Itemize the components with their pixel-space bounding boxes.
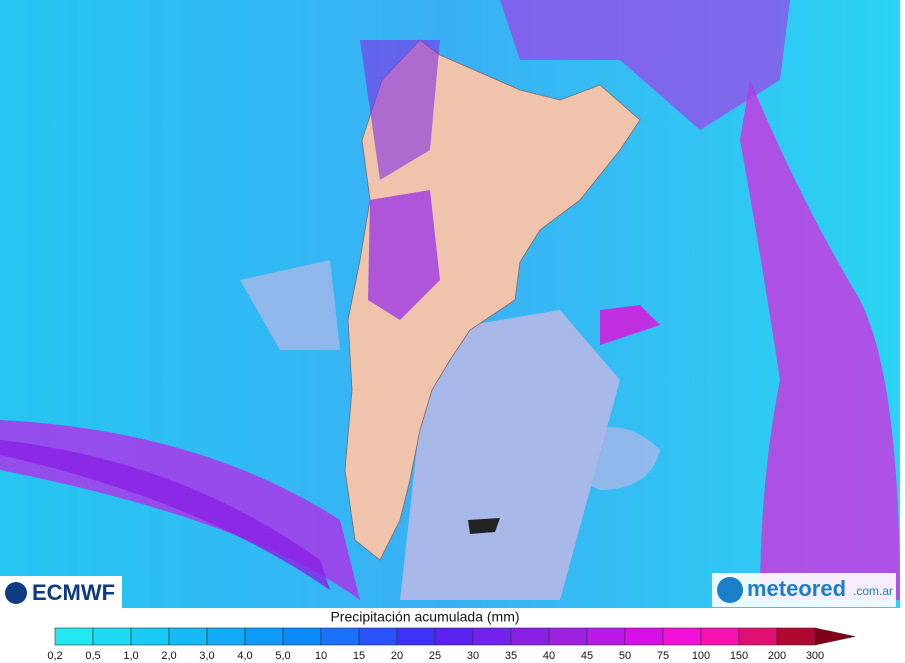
logo-text: meteored (747, 576, 846, 601)
legend-swatch (92, 627, 132, 646)
legend-tick-label: 15 (353, 650, 365, 662)
legend-swatch (700, 627, 740, 646)
legend-tick-label: 75 (657, 650, 669, 662)
legend-tick-label: 4,0 (237, 650, 252, 662)
legend-tick-label: 0,2 (47, 650, 62, 662)
legend-tick-label: 150 (730, 650, 748, 662)
legend-swatch (206, 627, 246, 646)
legend-tick-label: 45 (581, 650, 593, 662)
legend: 0,2 0,5 1,0 2,0 3,0 4,0 5,0 10 15 20 25 30 35 40 45 50 7… (47, 627, 856, 662)
rain-band (740, 80, 900, 600)
legend-swatch (624, 627, 664, 646)
legend-swatch (282, 627, 322, 646)
legend-swatch (396, 627, 436, 646)
legend-swatch (548, 627, 588, 646)
legend-swatch (776, 627, 816, 646)
logo-suffix: .com.ar (853, 584, 893, 598)
legend-tick-label: 2,0 (161, 650, 176, 662)
legend-swatch (320, 627, 360, 646)
legend-swatch (168, 627, 208, 646)
legend-swatch (434, 627, 474, 646)
legend-tick-label: 300 (806, 650, 824, 662)
legend-tick-label: 200 (768, 650, 786, 662)
logo-left: ECMWF (0, 576, 122, 608)
map (0, 0, 900, 608)
land (344, 39, 641, 561)
legend-tick-label: 3,0 (199, 650, 214, 662)
legend-tick-label: 50 (619, 650, 631, 662)
legend-swatch (510, 627, 550, 646)
legend-tick-label: 25 (429, 650, 441, 662)
legend-swatch (54, 627, 94, 646)
islands (468, 518, 500, 534)
legend-swatch (738, 627, 778, 646)
legend-swatch (662, 627, 702, 646)
logo-icon (5, 582, 27, 604)
legend-swatch (586, 627, 626, 646)
dry-area (380, 310, 620, 600)
rain-cell (600, 305, 660, 345)
legend-title: Precipitación acumulada (mm) (330, 609, 519, 625)
legend-tick-label: 0,5 (85, 650, 100, 662)
legend-tick-label: 40 (543, 650, 555, 662)
legend-tick-label: 1,0 (123, 650, 138, 662)
legend-tick-label: 5,0 (275, 650, 290, 662)
legend-tick-label: 35 (505, 650, 517, 662)
legend-overflow (814, 627, 856, 646)
rain-area (500, 0, 790, 130)
rain-band (0, 440, 330, 590)
legend-swatch (358, 627, 398, 646)
legend-tick-label: 20 (391, 650, 403, 662)
dry-area (569, 427, 660, 490)
legend-swatch (472, 627, 512, 646)
logo-text: ECMWF (32, 580, 115, 605)
legend-tick-label: 100 (692, 650, 710, 662)
rain-area (360, 40, 440, 180)
legend-tick-label: 30 (467, 650, 479, 662)
rain-area (368, 190, 440, 320)
logo-icon (717, 577, 743, 603)
logo-right: meteored .com.ar (712, 573, 896, 607)
legend-tick-label: 10 (315, 650, 327, 662)
legend-swatch (244, 627, 284, 646)
dry-area (240, 260, 340, 350)
legend-swatch (130, 627, 170, 646)
